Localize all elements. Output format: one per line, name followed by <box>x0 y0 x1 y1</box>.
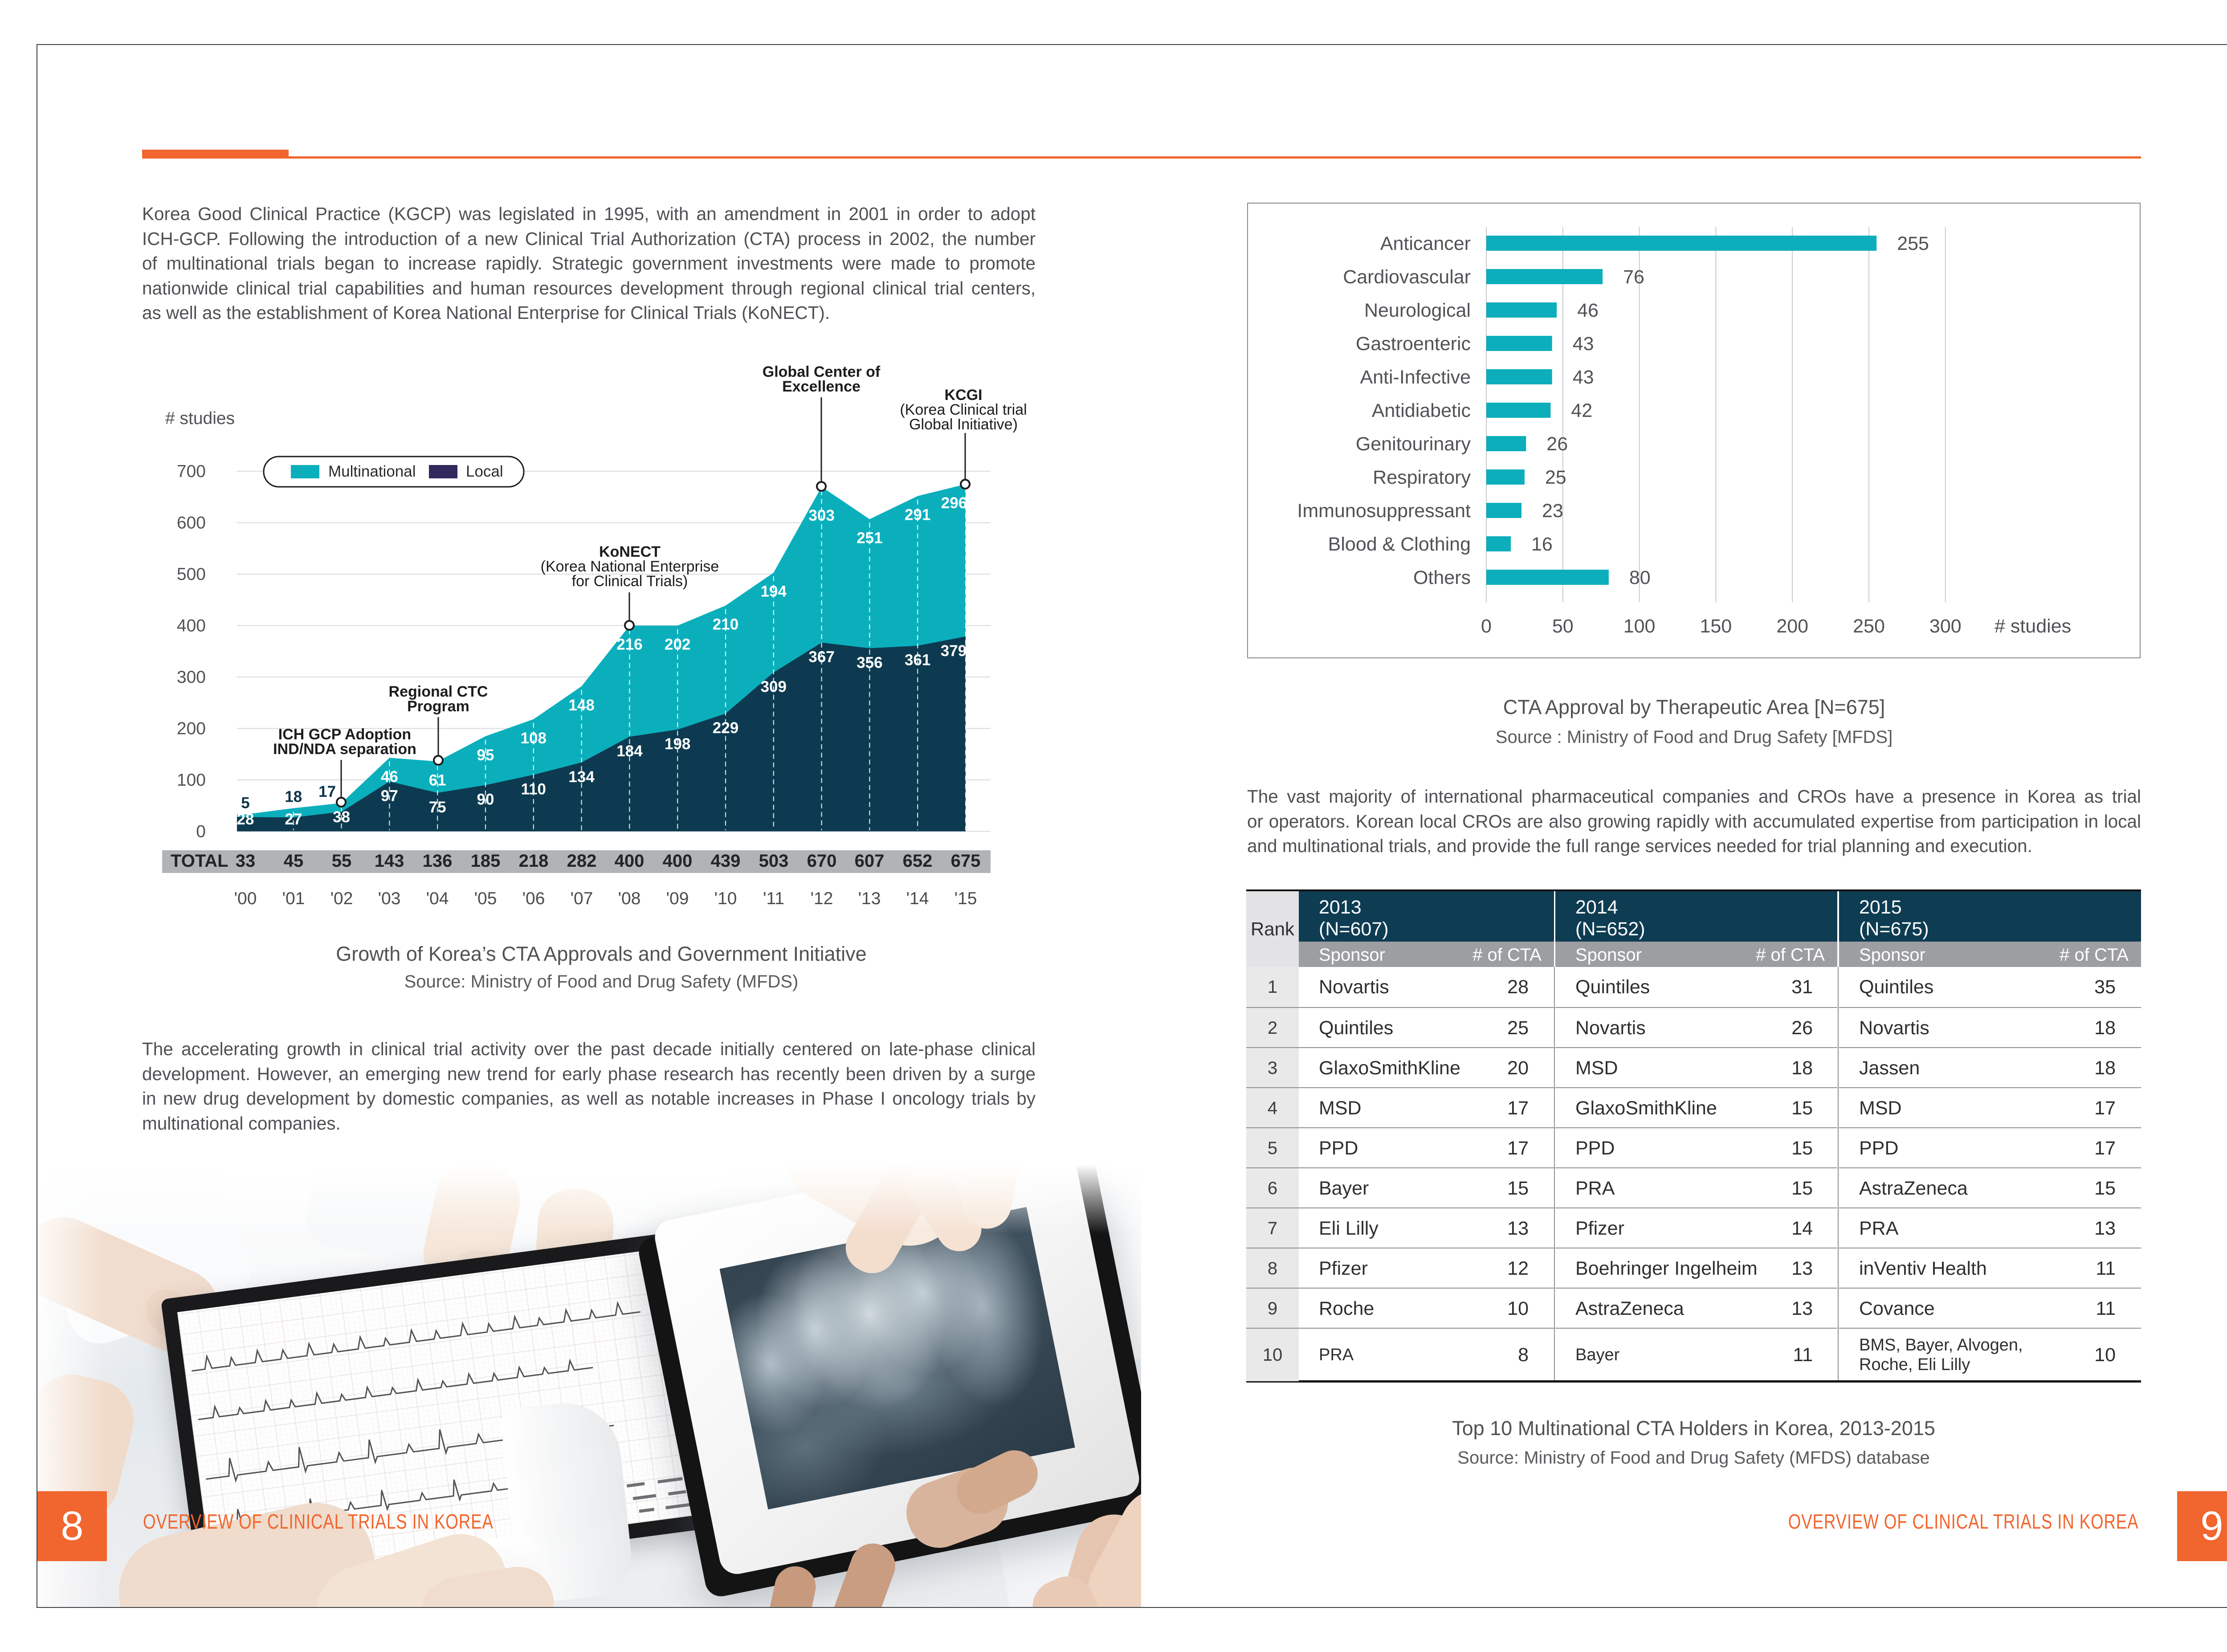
svg-text:250: 250 <box>1853 616 1885 637</box>
svg-text:Respiratory: Respiratory <box>1373 467 1471 488</box>
svg-text:ICH GCP Adoption: ICH GCP Adoption <box>278 726 411 743</box>
svg-text:300: 300 <box>1929 616 1962 637</box>
svg-text:Global Initiative): Global Initiative) <box>909 416 1018 433</box>
svg-text:76: 76 <box>1623 266 1644 288</box>
svg-text:134: 134 <box>568 768 595 786</box>
svg-text:Neurological: Neurological <box>1364 300 1471 321</box>
svg-text:23: 23 <box>1542 500 1563 522</box>
svg-text:361: 361 <box>905 652 930 669</box>
svg-text:26: 26 <box>1546 433 1568 455</box>
svg-text:Antidiabetic: Antidiabetic <box>1372 400 1471 421</box>
svg-text:303: 303 <box>808 507 834 524</box>
svg-text:(Korea Clinical trial: (Korea Clinical trial <box>900 401 1027 418</box>
svg-text:(Korea National Enterprise: (Korea National Enterprise <box>541 558 719 575</box>
svg-text:700: 700 <box>177 462 206 481</box>
svg-text:229: 229 <box>713 719 738 737</box>
svg-text:202: 202 <box>665 636 690 653</box>
svg-text:95: 95 <box>477 746 494 764</box>
svg-text:100: 100 <box>1623 616 1656 637</box>
svg-text:Multinational: Multinational <box>328 463 416 480</box>
svg-text:5: 5 <box>241 794 249 812</box>
svg-text:379: 379 <box>941 642 967 660</box>
svg-text:216: 216 <box>616 636 642 653</box>
svg-text:17: 17 <box>318 783 336 800</box>
svg-text:Program: Program <box>407 698 469 715</box>
svg-text:43: 43 <box>1573 367 1594 388</box>
svg-text:46: 46 <box>1577 300 1599 321</box>
svg-text:0: 0 <box>1481 616 1492 637</box>
svg-text:Anti-Infective: Anti-Infective <box>1360 367 1471 388</box>
svg-text:0: 0 <box>196 822 206 841</box>
svg-text:108: 108 <box>521 730 547 747</box>
svg-text:Cardiovascular: Cardiovascular <box>1343 266 1471 288</box>
svg-text:61: 61 <box>429 772 446 789</box>
svg-text:500: 500 <box>177 565 206 584</box>
svg-text:600: 600 <box>177 514 206 533</box>
svg-text:Immunosuppressant: Immunosuppressant <box>1297 500 1471 522</box>
svg-text:KCGI: KCGI <box>945 387 983 404</box>
svg-text:200: 200 <box>1776 616 1808 637</box>
svg-text:50: 50 <box>1552 616 1574 637</box>
svg-text:43: 43 <box>1573 333 1594 355</box>
svg-text:KoNECT: KoNECT <box>599 543 661 560</box>
svg-text:Gastroenteric: Gastroenteric <box>1356 333 1471 355</box>
svg-text:251: 251 <box>857 530 882 547</box>
svg-text:100: 100 <box>177 771 206 790</box>
svg-text:194: 194 <box>761 583 787 600</box>
svg-text:18: 18 <box>285 788 302 806</box>
svg-text:80: 80 <box>1629 567 1651 588</box>
svg-text:Regional CTC: Regional CTC <box>389 683 488 700</box>
svg-text:184: 184 <box>616 742 643 760</box>
svg-text:Excellence: Excellence <box>782 378 861 395</box>
svg-text:38: 38 <box>333 808 350 826</box>
svg-text:Global Center of: Global Center of <box>763 363 881 380</box>
svg-text:Anticancer: Anticancer <box>1380 233 1471 254</box>
svg-text:90: 90 <box>477 791 494 808</box>
svg-text:150: 150 <box>1700 616 1732 637</box>
svg-text:296: 296 <box>941 494 967 512</box>
svg-text:110: 110 <box>521 781 546 798</box>
svg-text:309: 309 <box>761 678 787 696</box>
svg-text:16: 16 <box>1531 534 1553 555</box>
svg-text:for Clinical Trials): for Clinical Trials) <box>572 573 688 590</box>
svg-text:Others: Others <box>1413 567 1471 588</box>
svg-text:Blood & Clothing: Blood & Clothing <box>1328 534 1471 555</box>
svg-text:291: 291 <box>905 506 930 524</box>
svg-text:198: 198 <box>665 735 690 753</box>
svg-text:97: 97 <box>381 787 398 805</box>
svg-text:28: 28 <box>237 811 254 828</box>
svg-text:# studies: # studies <box>1995 616 2071 637</box>
svg-text:400: 400 <box>177 616 206 636</box>
svg-text:# studies: # studies <box>165 409 235 428</box>
svg-text:42: 42 <box>1571 400 1592 421</box>
svg-text:25: 25 <box>1545 467 1566 488</box>
svg-text:255: 255 <box>1897 233 1929 254</box>
svg-text:27: 27 <box>285 811 302 828</box>
svg-text:Local: Local <box>466 463 503 480</box>
svg-text:75: 75 <box>429 799 446 816</box>
svg-text:210: 210 <box>713 616 738 633</box>
svg-text:300: 300 <box>177 668 206 687</box>
svg-text:200: 200 <box>177 719 206 738</box>
svg-text:Genitourinary: Genitourinary <box>1356 433 1471 455</box>
svg-text:IND/NDA separation: IND/NDA separation <box>273 741 416 758</box>
svg-text:46: 46 <box>381 768 398 785</box>
svg-text:148: 148 <box>568 697 594 714</box>
svg-text:356: 356 <box>857 654 882 671</box>
svg-text:367: 367 <box>808 649 834 666</box>
